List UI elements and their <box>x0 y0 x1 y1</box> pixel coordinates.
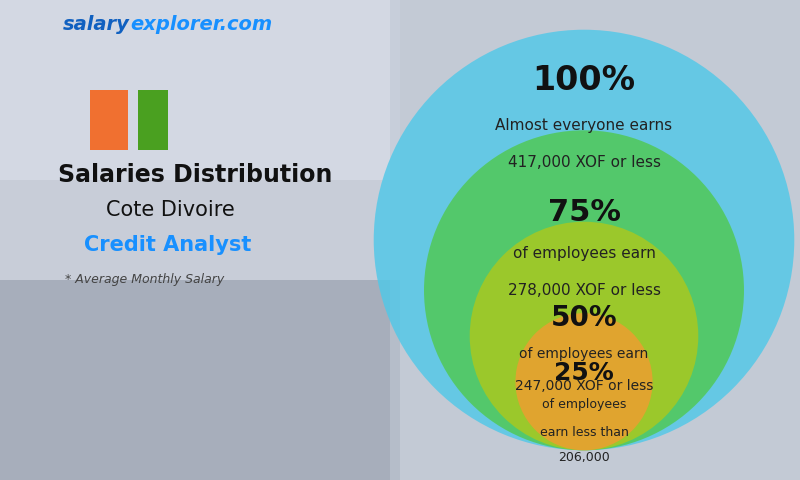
Text: Salaries Distribution: Salaries Distribution <box>58 163 332 187</box>
Text: of employees earn: of employees earn <box>513 246 655 261</box>
Text: 25%: 25% <box>554 360 614 384</box>
Text: Almost everyone earns: Almost everyone earns <box>495 118 673 133</box>
Text: 100%: 100% <box>533 63 635 96</box>
Text: 50%: 50% <box>550 304 618 332</box>
Text: Credit Analyst: Credit Analyst <box>84 235 252 255</box>
Circle shape <box>515 313 653 450</box>
Text: Cote Divoire: Cote Divoire <box>106 200 234 220</box>
Circle shape <box>470 222 698 450</box>
Text: * Average Monthly Salary: * Average Monthly Salary <box>66 274 225 287</box>
Text: 206,000: 206,000 <box>558 451 610 464</box>
Text: of employees earn: of employees earn <box>519 348 649 361</box>
FancyBboxPatch shape <box>390 0 800 480</box>
Text: 417,000 XOF or less: 417,000 XOF or less <box>507 155 661 170</box>
Text: of employees: of employees <box>542 398 626 411</box>
Text: earn less than: earn less than <box>539 425 629 439</box>
Text: explorer.com: explorer.com <box>130 15 272 35</box>
Text: salary: salary <box>63 15 130 35</box>
Circle shape <box>424 130 744 450</box>
Text: 247,000 XOF or less: 247,000 XOF or less <box>515 379 653 393</box>
Circle shape <box>374 30 794 450</box>
FancyBboxPatch shape <box>138 90 168 150</box>
FancyBboxPatch shape <box>90 90 128 150</box>
Text: 75%: 75% <box>547 198 621 227</box>
FancyBboxPatch shape <box>0 280 400 480</box>
Text: 278,000 XOF or less: 278,000 XOF or less <box>507 283 661 298</box>
FancyBboxPatch shape <box>0 0 400 180</box>
